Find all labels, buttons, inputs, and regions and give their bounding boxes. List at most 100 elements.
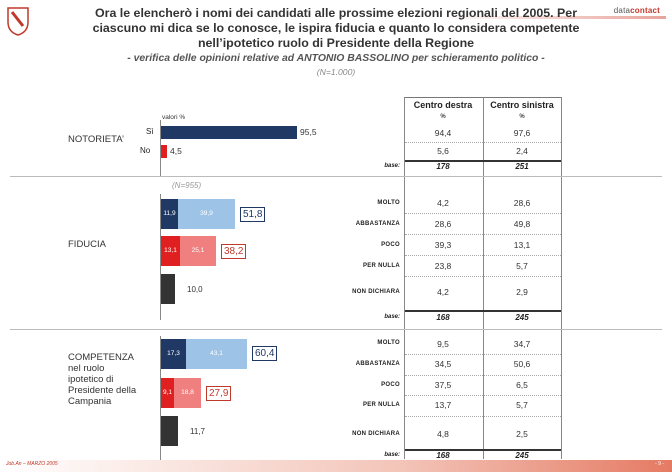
base-cs-notorieta: 251 (515, 162, 529, 171)
competenza-cd-molto: 9,5 (437, 339, 449, 349)
competenza-label-line: Presidente della (68, 385, 137, 396)
row-separator (405, 142, 561, 143)
base-rule (405, 449, 561, 451)
bar-competenza-abbastanza: 43,1 (186, 339, 247, 369)
cd-no: 5,6 (437, 146, 449, 156)
fiducia-row-label-non-dichiara: NON DICHIARA (352, 289, 400, 295)
col-header-centro-destra: Centro destra (413, 100, 473, 110)
total-competenza-negative: 27,9 (206, 386, 232, 401)
fiducia-cs-per-nulla: 5,7 (516, 261, 528, 271)
axis-fiducia (160, 194, 161, 320)
section-divider (10, 176, 662, 177)
total-competenza-positive: 60,4 (252, 346, 278, 361)
total-fiducia-positive: 51,8 (240, 207, 266, 222)
bar-competenza-molto: 17,3 (161, 339, 186, 369)
axis-notorieta (160, 120, 161, 176)
competenza-row-label-molto: MOLTO (377, 340, 400, 346)
bar-notorieta-si (161, 126, 297, 139)
row-separator (405, 255, 561, 256)
pct-label-2: % (519, 114, 525, 120)
section-label-notorieta: NOTORIETA’ (68, 134, 124, 145)
fiducia-row-label-per-nulla: PER NULLA (362, 263, 400, 269)
bar-value-no: 4,5 (170, 146, 182, 156)
total-fiducia-negative: 38,2 (221, 244, 247, 259)
bar-value-fiducia-non-dichiara: 10,0 (187, 285, 203, 294)
bar-fiducia-poco: 13,1 (161, 236, 180, 266)
competenza-label-line: COMPETENZA (68, 352, 134, 363)
fiducia-cd-per-nulla: 23,8 (434, 261, 452, 271)
fiducia-cd-molto: 4,2 (437, 198, 449, 208)
row-separator (405, 213, 561, 214)
bar-value-si: 95,5 (300, 127, 317, 137)
base-label-competenza: base: (384, 452, 400, 458)
column-divider-left (404, 97, 405, 459)
bar-fiducia-non-dichiara (161, 274, 175, 304)
row-separator (405, 234, 561, 235)
row-separator (405, 395, 561, 396)
competenza-cd-abbastanza: 34,5 (434, 359, 452, 369)
fiducia-cd-abbastanza: 28,6 (434, 219, 452, 229)
bar-fiducia-per-nulla: 25,1 (180, 236, 216, 266)
bar-competenza-per-nulla: 18,8 (174, 378, 201, 408)
competenza-cs-non-dichiara: 2,5 (516, 429, 528, 439)
competenza-cs-abbastanza: 50,6 (513, 359, 531, 369)
footer-bar (0, 460, 672, 472)
fiducia-row-label-poco: POCO (381, 242, 400, 248)
row-separator (405, 354, 561, 355)
competenza-label-line: nel ruolo (68, 363, 105, 374)
competenza-row-label-abbastanza: ABBASTANZA (355, 361, 400, 367)
fiducia-row-label-abbastanza: ABBASTANZA (355, 221, 400, 227)
competenza-cs-per-nulla: 5,7 (516, 400, 528, 410)
competenza-row-label-poco: POCO (381, 382, 400, 388)
fiducia-cs-molto: 28,6 (513, 198, 531, 208)
column-divider-center (483, 97, 484, 459)
base-cs-fiducia: 245 (515, 313, 529, 322)
base-cd-notorieta: 178 (436, 162, 450, 171)
axis-competenza (160, 336, 161, 460)
base-rule (405, 160, 561, 162)
bar-competenza-non-dichiara (161, 416, 178, 446)
cs-si: 97,6 (513, 128, 531, 138)
values-unit-label: valori % (162, 114, 186, 121)
competenza-cs-poco: 6,5 (516, 380, 528, 390)
bar-notorieta-no (161, 145, 167, 158)
footer-left: Job.An – MARZO 2005 (6, 461, 58, 467)
competenza-cd-poco: 37,5 (434, 380, 452, 390)
base-label-fiducia: base: (384, 314, 400, 320)
bar-fiducia-molto: 11,9 (161, 199, 178, 229)
fiducia-cs-abbastanza: 49,8 (513, 219, 531, 229)
fiducia-cs-non-dichiara: 2,9 (516, 287, 528, 297)
pct-label-1: % (440, 114, 446, 120)
fiducia-cs-poco: 13,1 (513, 240, 531, 250)
bar-competenza-poco: 9,1 (161, 378, 174, 408)
competenza-cd-non-dichiara: 4,8 (437, 429, 449, 439)
sample-size: (N=1.000) (316, 67, 356, 77)
base-rule (405, 310, 561, 312)
subtitle: - verifica delle opinioni relative ad AN… (127, 53, 545, 64)
bar-value-competenza-non-dichiara: 11,7 (190, 427, 205, 436)
column-divider-right (561, 97, 562, 459)
row-label-no: No (140, 146, 151, 155)
bar-fiducia-abbastanza: 39,9 (178, 199, 235, 229)
competenza-cs-molto: 34,7 (513, 339, 531, 349)
competenza-row-label-non-dichiara: NON DICHIARA (352, 431, 400, 437)
competenza-cd-per-nulla: 13,7 (434, 400, 452, 410)
sample-size-fiducia: (N=955) (172, 181, 202, 190)
fiducia-cd-non-dichiara: 4,2 (437, 287, 449, 297)
base-cs-competenza: 245 (515, 451, 529, 460)
cs-no: 2,4 (516, 146, 528, 156)
region-logo-icon (7, 7, 29, 36)
fiducia-cd-poco: 39,3 (434, 240, 452, 250)
competenza-label-line: Campania (68, 396, 112, 407)
competenza-label-line: ipotetico di (68, 374, 114, 385)
base-label-notorieta: base: (384, 163, 400, 169)
base-cd-fiducia: 168 (436, 313, 450, 322)
title-line-1: Ora le elencherò i nomi dei candidati al… (94, 6, 578, 20)
col-header-centro-sinistra: Centro sinistra (490, 100, 554, 110)
title-line-2: ciascuno mi dica se lo conosce, le ispir… (92, 21, 580, 35)
section-label-competenza: COMPETENZA nel ruolo ipotetico di Presid… (68, 352, 136, 407)
top-accent-bar (440, 16, 666, 19)
title-line-3: nell’ipotetico ruolo di Presidente della… (197, 36, 475, 50)
section-divider (10, 329, 662, 330)
row-separator (405, 416, 561, 417)
